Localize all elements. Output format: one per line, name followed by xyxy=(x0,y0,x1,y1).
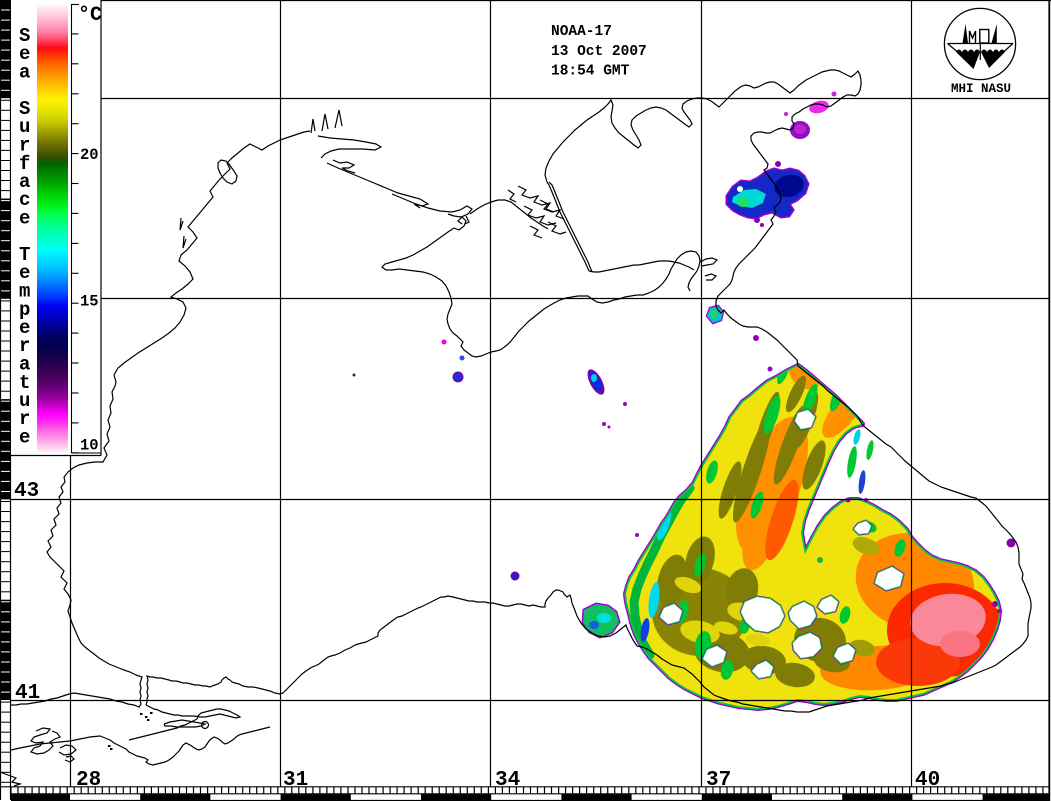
svg-text:41: 41 xyxy=(15,682,40,705)
svg-text:10: 10 xyxy=(80,437,99,455)
svg-text:13 Oct 2007: 13 Oct 2007 xyxy=(551,44,647,60)
svg-text:u: u xyxy=(19,390,30,412)
svg-text:e: e xyxy=(19,427,30,449)
svg-text:20: 20 xyxy=(80,146,99,164)
svg-text:a: a xyxy=(19,171,30,193)
svg-text:a: a xyxy=(19,354,30,376)
svg-text:T: T xyxy=(19,244,30,266)
svg-text:43: 43 xyxy=(14,480,39,503)
svg-text:a: a xyxy=(19,62,30,84)
svg-text:NOAA-17: NOAA-17 xyxy=(551,24,612,40)
svg-text:37: 37 xyxy=(706,769,731,792)
svg-text:f: f xyxy=(19,153,30,175)
svg-text:18:54 GMT: 18:54 GMT xyxy=(551,64,630,80)
svg-text:e: e xyxy=(19,43,30,65)
svg-text:S: S xyxy=(19,25,30,47)
svg-text:31: 31 xyxy=(283,769,308,792)
svg-text:28: 28 xyxy=(76,769,101,792)
svg-text:e: e xyxy=(19,317,30,339)
svg-text:p: p xyxy=(19,299,30,321)
svg-text:r: r xyxy=(19,408,30,430)
svg-text:r: r xyxy=(19,135,30,157)
svg-text:34: 34 xyxy=(495,769,520,792)
svg-text:S: S xyxy=(19,98,30,120)
svg-text:t: t xyxy=(19,372,30,394)
svg-text:40: 40 xyxy=(915,769,940,792)
svg-text:MHI NASU: MHI NASU xyxy=(951,82,1011,96)
svg-text:m: m xyxy=(19,281,30,303)
svg-text:r: r xyxy=(19,335,30,357)
svg-text:e: e xyxy=(19,208,30,230)
svg-text:°C: °C xyxy=(78,4,102,27)
svg-text:15: 15 xyxy=(80,293,99,311)
svg-text:c: c xyxy=(19,189,30,211)
svg-text:e: e xyxy=(19,262,30,284)
svg-text:u: u xyxy=(19,116,30,138)
